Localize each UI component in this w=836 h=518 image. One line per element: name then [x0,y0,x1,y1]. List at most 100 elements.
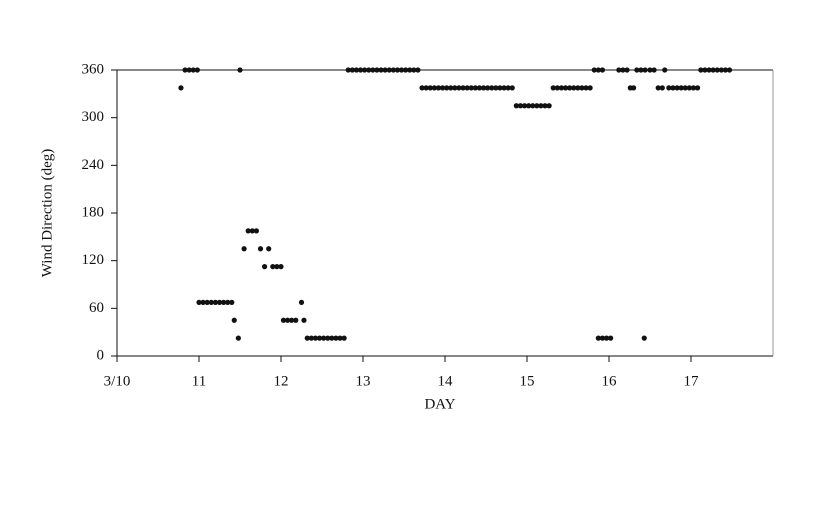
point [394,67,401,73]
point [526,103,532,109]
x-tick-label: 16 [602,373,618,389]
point [587,85,593,91]
point [530,103,536,109]
point [278,264,284,270]
point [325,335,331,341]
point [608,335,614,341]
point [280,317,287,323]
point [225,299,231,305]
point [448,85,454,91]
y-tick-label: 60 [89,300,104,316]
point [670,85,676,91]
point [460,85,466,91]
point [542,103,548,109]
point [710,67,716,73]
point [517,103,524,109]
point [415,67,421,73]
point [301,317,307,323]
point [595,335,601,341]
x-tick-label: 15 [520,373,535,389]
point [501,85,507,91]
point [407,67,413,73]
point [706,67,712,73]
point [513,103,519,109]
point [493,85,499,91]
point [431,85,437,91]
point [579,85,585,91]
point [538,103,544,109]
point [599,335,606,341]
point [718,67,724,73]
x-tick-label: 13 [356,373,371,389]
point [439,85,446,91]
point [534,103,540,109]
point [212,299,218,305]
point [571,85,577,91]
point [562,85,569,91]
point [554,85,560,91]
y-tick-label: 360 [82,61,105,77]
point [427,85,433,91]
point [591,67,597,73]
point [200,299,206,305]
point [472,85,478,91]
x-tick-label: 3/10 [104,373,131,389]
point [638,67,644,73]
point [464,85,470,91]
point [456,85,462,91]
point [229,299,235,305]
point [337,335,343,341]
point [497,85,503,91]
point [655,85,661,91]
point [266,246,272,252]
point [235,335,241,341]
point [546,103,552,109]
point [284,317,291,323]
x-tick-label: 11 [192,373,206,389]
y-tick-label: 120 [82,252,105,268]
point [398,67,405,73]
x-tick-label: 12 [274,373,289,389]
point [329,335,335,341]
point [241,246,247,252]
point [435,85,442,91]
point [231,317,237,323]
point [374,67,380,73]
point [204,299,210,305]
point [245,228,251,234]
point [274,264,280,270]
point [698,67,704,73]
y-tick-label: 240 [82,157,105,173]
point [419,85,425,91]
point [634,67,640,73]
point [682,85,688,91]
point [208,299,214,305]
point [366,67,372,73]
point [423,85,429,91]
point [678,85,684,91]
point [257,246,264,252]
point [186,67,192,73]
point [662,67,668,73]
x-tick-label: 17 [684,373,700,389]
point [196,299,202,305]
point [289,317,295,323]
point [694,85,701,91]
point [476,85,483,91]
point [485,85,491,91]
point [641,335,647,341]
point [702,67,708,73]
point [642,67,648,73]
point [690,85,697,91]
y-tick-label: 0 [97,347,105,363]
point [293,317,299,323]
point [353,67,360,73]
point [321,335,327,341]
point [480,85,487,91]
point [509,85,515,91]
point [190,67,196,73]
point [362,67,368,73]
point [221,299,227,305]
point [382,67,388,73]
